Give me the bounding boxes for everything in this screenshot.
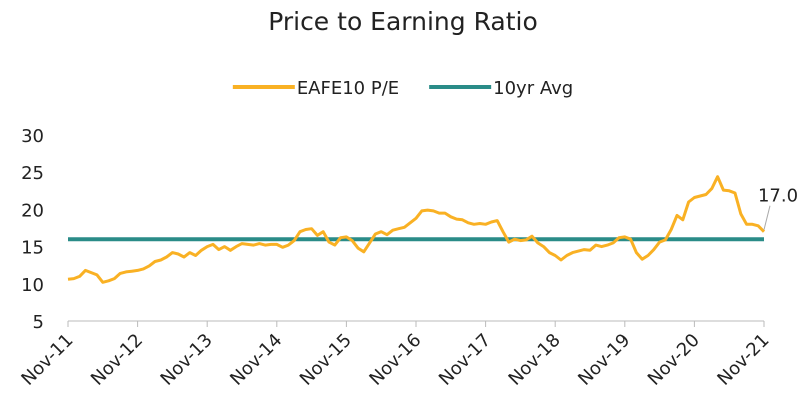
y-tick-label: 15 (21, 238, 44, 259)
x-tick-label: Nov-17 (435, 330, 495, 390)
x-tick-label: Nov-20 (644, 330, 704, 390)
series-line (67, 175, 766, 284)
annotation-leader (763, 205, 771, 230)
x-tick-label: Nov-11 (17, 330, 77, 390)
y-tick-label: 10 (21, 275, 44, 296)
x-tick-label: Nov-15 (296, 330, 356, 390)
x-tick-label: Nov-13 (157, 330, 217, 390)
x-tick-label: Nov-14 (226, 330, 286, 390)
x-tick-label: Nov-12 (87, 330, 147, 390)
chart-title: Price to Earning Ratio (268, 7, 538, 36)
legend-label: EAFE10 P/E (297, 78, 399, 99)
y-tick-label: 30 (21, 126, 44, 147)
y-tick-label: 5 (33, 312, 44, 333)
x-tick-label: Nov-21 (713, 330, 773, 390)
x-tick-label: Nov-16 (365, 330, 425, 390)
y-tick-label: 25 (21, 163, 44, 184)
y-tick-label: 20 (21, 200, 44, 221)
annotation: 17.0 (758, 186, 798, 207)
legend-label: 10yr Avg (493, 78, 573, 99)
x-tick-label: Nov-19 (574, 330, 634, 390)
x-tick-label: Nov-18 (505, 330, 565, 390)
